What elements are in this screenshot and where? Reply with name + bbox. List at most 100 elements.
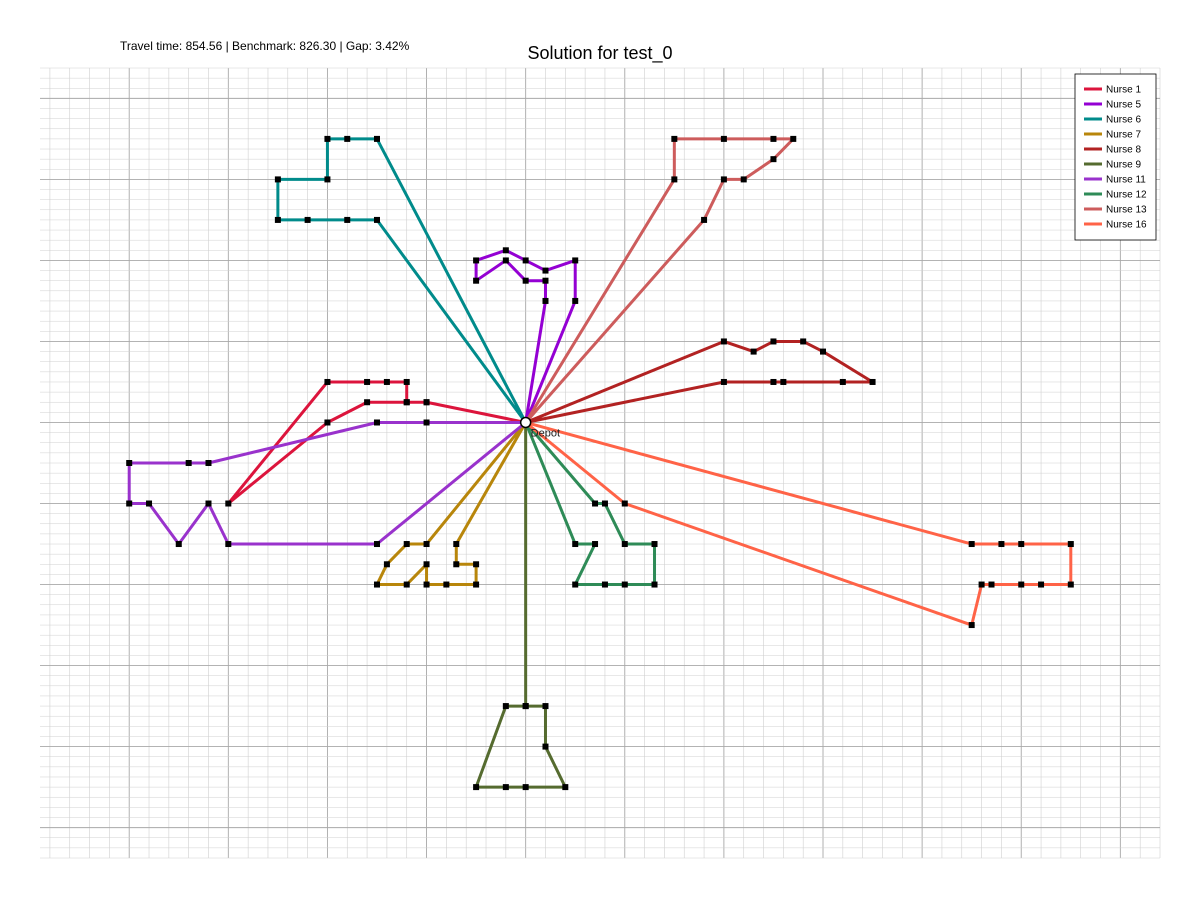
stop-point	[720, 378, 727, 385]
stop-point	[126, 460, 133, 466]
stop-point	[453, 541, 460, 548]
stop-point	[800, 338, 807, 345]
stop-point	[592, 541, 599, 548]
stop-point	[968, 622, 975, 629]
legend-label: Nurse 8	[1106, 145, 1141, 156]
stop-point	[502, 784, 509, 791]
stop-point	[324, 378, 331, 385]
stop-point	[1018, 581, 1025, 588]
stop-point	[473, 784, 480, 791]
stop-point	[324, 176, 331, 183]
chart-title: Solution for test_0	[527, 43, 673, 63]
route-nurse-8	[524, 339, 875, 424]
stop-point	[502, 703, 509, 710]
stop-point	[1018, 541, 1025, 548]
route-nurse-7	[375, 420, 528, 587]
stop-point	[473, 561, 480, 568]
stop-point	[403, 581, 410, 588]
stop-point	[225, 541, 232, 548]
stop-point	[621, 500, 628, 507]
stop-point	[770, 156, 777, 163]
stop-point	[869, 378, 876, 385]
stats-text: Travel time: 854.56 | Benchmark: 826.30 …	[120, 39, 410, 53]
stop-point	[542, 703, 549, 710]
stop-point	[621, 541, 628, 548]
stop-point	[770, 378, 777, 385]
stop-point	[473, 277, 480, 284]
stop-point	[780, 378, 787, 385]
stop-point	[443, 581, 450, 588]
stop-point	[572, 257, 579, 264]
legend-box	[1074, 73, 1157, 241]
stop-point	[126, 500, 133, 507]
stop-point	[651, 581, 658, 588]
legend-label: Nurse 1	[1106, 85, 1141, 96]
stop-point	[473, 581, 480, 588]
stop-point	[968, 541, 975, 548]
legend-label: Nurse 7	[1106, 130, 1141, 141]
depot-point	[519, 416, 532, 429]
stop-point	[820, 348, 827, 355]
stop-point	[978, 581, 985, 588]
stop-point	[373, 541, 380, 548]
stop-point	[572, 581, 579, 588]
legend-label: Nurse 16	[1106, 220, 1147, 231]
stop-point	[423, 581, 430, 588]
stop-point	[274, 176, 281, 183]
legend-label: Nurse 9	[1106, 160, 1141, 171]
stop-point	[344, 216, 351, 223]
stop-point	[601, 581, 608, 588]
stop-point	[592, 500, 599, 507]
stop-point	[750, 348, 757, 355]
stop-point	[205, 500, 212, 507]
depot-marker: Depot	[519, 416, 560, 439]
depot-label: Depot	[531, 427, 560, 439]
legend-label: Nurse 12	[1106, 190, 1147, 201]
stop-point	[720, 176, 727, 183]
stop-point	[304, 216, 311, 223]
stop-point	[701, 216, 708, 223]
stop-point	[185, 460, 192, 466]
stop-point	[562, 784, 569, 791]
grid	[40, 67, 1161, 859]
stop-point	[383, 378, 390, 385]
stop-point	[373, 419, 380, 426]
stop-point	[839, 378, 846, 385]
stop-point	[373, 135, 380, 142]
stop-point	[423, 399, 430, 406]
stop-point	[671, 176, 678, 183]
stop-point	[542, 277, 549, 284]
stop-point	[383, 561, 390, 568]
stop-point	[373, 581, 380, 588]
stop-point	[542, 267, 549, 274]
legend-label: Nurse 11	[1106, 175, 1146, 186]
legend-label: Nurse 13	[1106, 205, 1147, 216]
stops	[126, 135, 1074, 791]
stop-point	[601, 500, 608, 507]
legend-label: Nurse 5	[1106, 100, 1141, 111]
legend: Nurse 1 Nurse 5 Nurse 6 Nurse 7 Nurse 8 Nurse…	[1074, 73, 1157, 241]
stop-point	[274, 216, 281, 223]
stop-point	[572, 297, 579, 304]
stop-point	[998, 541, 1005, 548]
stop-point	[740, 176, 747, 183]
stop-point	[364, 399, 371, 406]
stop-point	[324, 419, 331, 426]
stop-point	[522, 784, 529, 791]
stop-point	[473, 257, 480, 264]
stop-point	[542, 297, 549, 304]
stop-point	[522, 277, 529, 284]
stop-point	[175, 541, 182, 548]
stop-point	[146, 500, 153, 507]
stop-point	[423, 541, 430, 548]
stop-point	[720, 135, 727, 142]
legend-label: Nurse 6	[1106, 115, 1141, 126]
stop-point	[344, 135, 351, 142]
stop-point	[621, 581, 628, 588]
stop-point	[651, 541, 658, 548]
stop-point	[205, 460, 212, 466]
stop-point	[522, 257, 529, 264]
stop-point	[671, 135, 678, 142]
stop-point	[225, 500, 232, 507]
